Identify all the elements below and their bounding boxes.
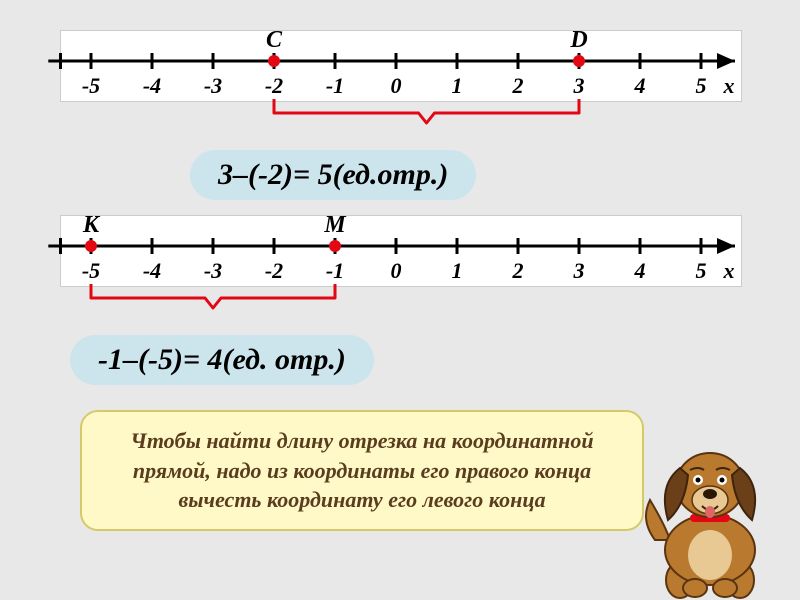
svg-text:-2: -2 xyxy=(265,258,283,283)
svg-text:4: 4 xyxy=(634,258,646,283)
svg-text:4: 4 xyxy=(634,73,646,98)
svg-text:К: К xyxy=(82,212,101,238)
svg-text:x: x xyxy=(723,73,735,98)
svg-text:-4: -4 xyxy=(143,258,161,283)
numberline-1: -5 -4 -3 -2 -1 0 1 2 3 4 5x C D xyxy=(60,30,742,102)
svg-text:-1: -1 xyxy=(326,73,344,98)
svg-text:C: C xyxy=(266,27,283,53)
dog-illustration xyxy=(640,430,790,600)
svg-text:3: 3 xyxy=(573,73,585,98)
formula-2-text: -1–(-5)= 4(ед. отр.) xyxy=(98,343,346,376)
svg-text:-2: -2 xyxy=(265,73,283,98)
svg-text:-1: -1 xyxy=(326,258,344,283)
svg-text:2: 2 xyxy=(512,258,524,283)
svg-text:3: 3 xyxy=(573,258,585,283)
formula-1-text: 3–(-2)= 5(ед.отр.) xyxy=(218,158,448,191)
svg-text:0: 0 xyxy=(391,73,402,98)
numberline-2: -5 -4 -3 -2 -1 0 1 2 3 4 5x К M xyxy=(60,215,742,287)
svg-text:-5: -5 xyxy=(82,258,100,283)
svg-text:0: 0 xyxy=(391,258,402,283)
svg-text:x: x xyxy=(723,258,735,283)
svg-text:D: D xyxy=(569,27,587,53)
svg-text:5: 5 xyxy=(696,73,707,98)
rule-box: Чтобы найти длину отрезка на координатно… xyxy=(80,410,644,531)
svg-text:5: 5 xyxy=(696,258,707,283)
svg-text:M: M xyxy=(323,212,347,238)
svg-text:-4: -4 xyxy=(143,73,161,98)
svg-text:1: 1 xyxy=(452,73,463,98)
svg-text:-3: -3 xyxy=(204,73,222,98)
svg-text:2: 2 xyxy=(512,73,524,98)
svg-text:-3: -3 xyxy=(204,258,222,283)
formula-1: 3–(-2)= 5(ед.отр.) xyxy=(190,150,476,200)
svg-text:1: 1 xyxy=(452,258,463,283)
rule-text: Чтобы найти длину отрезка на координатно… xyxy=(130,428,593,512)
formula-2: -1–(-5)= 4(ед. отр.) xyxy=(70,335,374,385)
svg-text:-5: -5 xyxy=(82,73,100,98)
